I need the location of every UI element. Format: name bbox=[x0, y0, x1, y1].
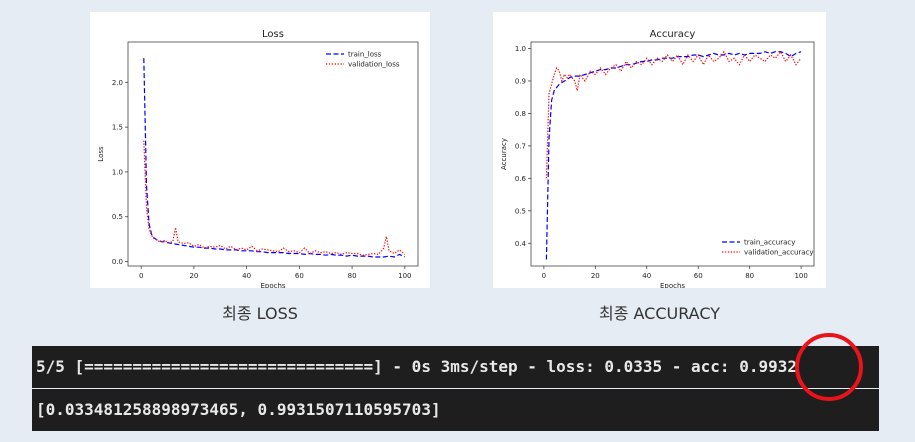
loss-title: Loss bbox=[262, 29, 284, 40]
accuracy-xtick-label: 40 bbox=[642, 272, 651, 280]
accuracy-ytick-label: 0.4 bbox=[515, 240, 527, 248]
accuracy-ytick-label: 0.5 bbox=[515, 207, 526, 215]
accuracy-ytick-label: 0.8 bbox=[515, 110, 526, 118]
loss-legend-label: validation_loss bbox=[348, 61, 400, 69]
accuracy-legend-label: train_accuracy bbox=[744, 239, 795, 247]
accuracy-chart: Accuracy 0 20 40 60 80 100 0.4 0.5 0.6 0.7 0.8 0.9 1.… bbox=[500, 29, 815, 290]
loss-ytick-label: 0.0 bbox=[112, 258, 123, 266]
accuracy-xtick-label: 80 bbox=[745, 272, 754, 280]
accuracy-ytick-label: 0.7 bbox=[515, 142, 526, 150]
accuracy-xtick-label: 60 bbox=[694, 272, 703, 280]
loss-series-validation_loss bbox=[143, 140, 406, 256]
accuracy-ytick-label: 1.0 bbox=[515, 45, 526, 53]
loss-caption: 최종 LOSS bbox=[222, 304, 298, 323]
loss-xlabel: Epochs bbox=[260, 282, 285, 288]
loss-chart: Loss 0 20 40 60 80 100 0.0 0.5 1.0 1.5 2.0 Epochs Los… bbox=[97, 29, 419, 290]
highlight-circle-annotation bbox=[795, 333, 863, 401]
loss-ytick-label: 0.5 bbox=[112, 213, 123, 221]
loss-xtick-label: 60 bbox=[295, 272, 304, 280]
loss-xtick-label: 0 bbox=[139, 272, 143, 280]
loss-xtick-label: 80 bbox=[348, 272, 357, 280]
accuracy-xtick-label: 20 bbox=[591, 272, 600, 280]
terminal-output-line-2: [0.033481258898973465, 0.993150711059570… bbox=[32, 389, 879, 431]
accuracy-chart-panel: Accuracy 0 20 40 60 80 100 0.4 0.5 0.6 0.7 0.8 0.9 1.… bbox=[493, 12, 826, 290]
accuracy-ytick-label: 0.6 bbox=[515, 175, 527, 183]
accuracy-xlabel: Epochs bbox=[660, 282, 685, 288]
accuracy-xtick-label: 0 bbox=[542, 272, 546, 280]
loss-chart-panel: Loss 0 20 40 60 80 100 0.0 0.5 1.0 1.5 2.0 Epochs Los… bbox=[90, 12, 430, 290]
loss-plot-frame bbox=[127, 41, 419, 267]
accuracy-plot-frame bbox=[530, 41, 815, 267]
accuracy-ytick-label: 0.9 bbox=[515, 77, 526, 85]
loss-legend-label: train_loss bbox=[348, 51, 382, 59]
loss-xtick-label: 100 bbox=[398, 272, 411, 280]
accuracy-ylabel: Accuracy bbox=[500, 138, 508, 170]
accuracy-series-validation_accuracy bbox=[545, 50, 802, 179]
terminal-output-line-1: 5/5 [==============================] - 0… bbox=[32, 346, 879, 388]
loss-ytick-label: 1.5 bbox=[112, 124, 123, 132]
loss-ylabel: Loss bbox=[97, 146, 105, 162]
loss-xtick-label: 40 bbox=[242, 272, 251, 280]
accuracy-xtick-label: 100 bbox=[794, 272, 807, 280]
loss-ytick-label: 1.0 bbox=[112, 168, 123, 176]
accuracy-series-train_accuracy bbox=[545, 51, 802, 260]
accuracy-title: Accuracy bbox=[650, 29, 696, 40]
accuracy-caption: 최종 ACCURACY bbox=[598, 304, 721, 323]
loss-xtick-label: 20 bbox=[189, 272, 198, 280]
accuracy-legend-label: validation_accuracy bbox=[744, 249, 814, 257]
loss-series-train_loss bbox=[143, 58, 406, 258]
loss-ytick-label: 2.0 bbox=[112, 79, 123, 87]
